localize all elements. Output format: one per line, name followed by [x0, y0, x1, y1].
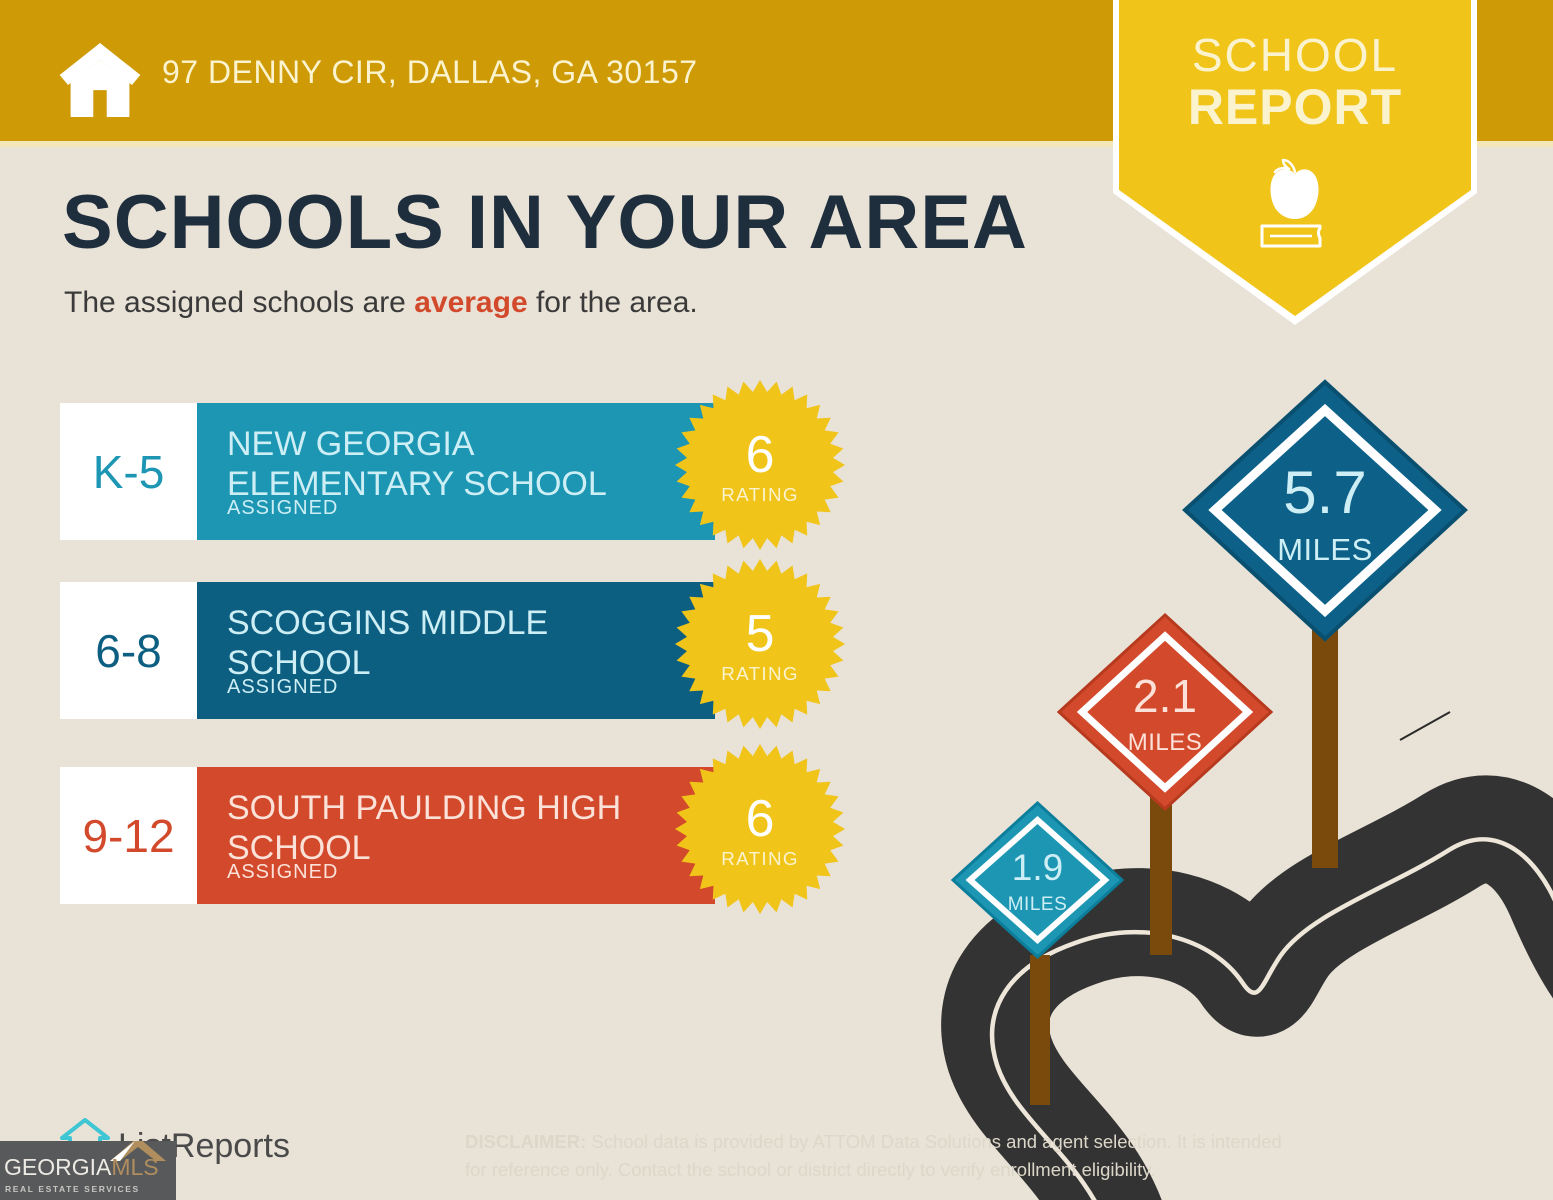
svg-text:2.1: 2.1	[1133, 670, 1197, 722]
svg-text:MILES: MILES	[1128, 729, 1203, 756]
svg-text:1.9: 1.9	[1012, 847, 1063, 888]
svg-text:5.7: 5.7	[1283, 459, 1366, 526]
svg-text:MILES: MILES	[1008, 894, 1068, 915]
svg-text:MILES: MILES	[1277, 532, 1373, 567]
